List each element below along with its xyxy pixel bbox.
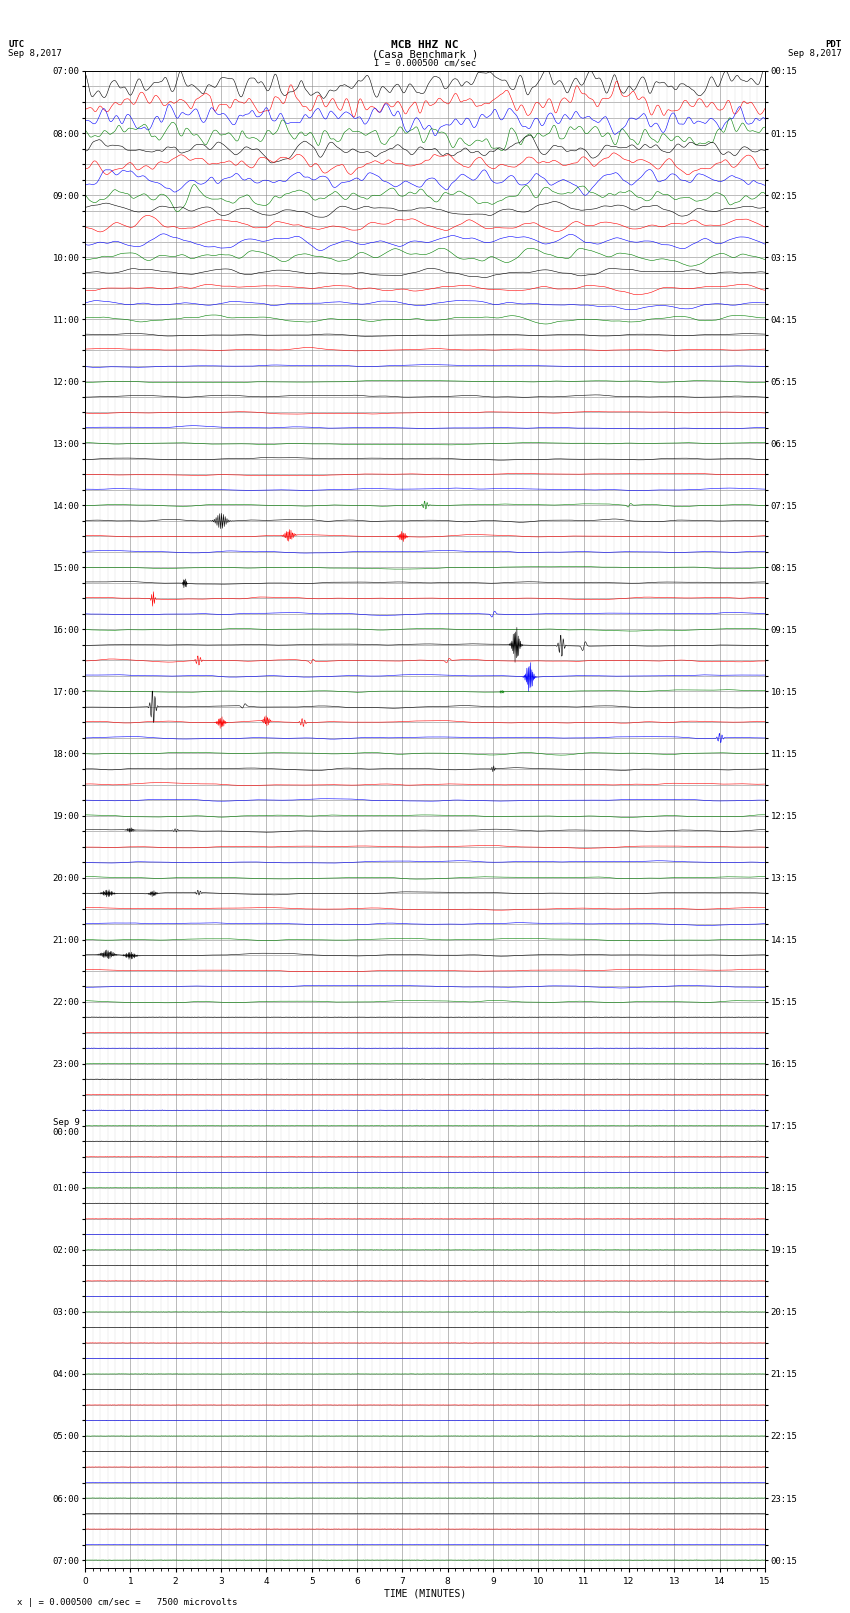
Text: UTC: UTC: [8, 39, 25, 48]
Text: (Casa Benchmark ): (Casa Benchmark ): [371, 50, 478, 60]
X-axis label: TIME (MINUTES): TIME (MINUTES): [384, 1589, 466, 1598]
Text: Sep 8,2017: Sep 8,2017: [8, 50, 62, 58]
Text: MCB HHZ NC: MCB HHZ NC: [391, 39, 459, 50]
Text: PDT: PDT: [825, 39, 842, 48]
Text: x | = 0.000500 cm/sec =   7500 microvolts: x | = 0.000500 cm/sec = 7500 microvolts: [17, 1597, 237, 1607]
Text: Sep 8,2017: Sep 8,2017: [788, 50, 842, 58]
Text: I = 0.000500 cm/sec: I = 0.000500 cm/sec: [374, 58, 476, 68]
